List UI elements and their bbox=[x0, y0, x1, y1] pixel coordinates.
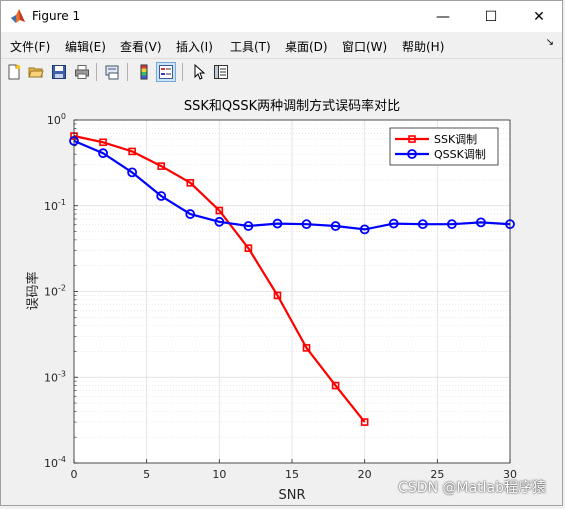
toolbar-separator bbox=[182, 63, 183, 81]
x-tick-label: 15 bbox=[285, 468, 299, 481]
data-point bbox=[360, 418, 369, 426]
property-inspector-button[interactable] bbox=[211, 62, 231, 82]
figure-canvas: 0 5 10 15 20 25 30 10-4 10-3 10-2 10-1 100 SSK和QSSK… bbox=[1, 86, 562, 505]
link-plot-button[interactable] bbox=[102, 62, 122, 82]
x-tick-label: 30 bbox=[503, 468, 517, 481]
print-icon bbox=[75, 65, 89, 79]
data-point bbox=[157, 162, 165, 170]
data-point bbox=[99, 138, 107, 147]
maximize-button[interactable]: ☐ bbox=[468, 1, 514, 32]
menu-help[interactable]: 帮助(H) bbox=[402, 40, 445, 54]
data-point bbox=[185, 209, 196, 219]
property-inspector-icon bbox=[214, 65, 228, 79]
data-point bbox=[214, 216, 225, 227]
y-axis-label: 误码率 bbox=[25, 271, 41, 310]
menu-overflow-icon[interactable]: ↘ bbox=[545, 37, 554, 48]
menu-desktop[interactable]: 桌面(D) bbox=[285, 40, 328, 54]
minimize-button[interactable]: — bbox=[420, 1, 466, 32]
series-line-ssk bbox=[73, 134, 366, 423]
save-icon bbox=[52, 65, 66, 79]
menu-tools[interactable]: 工具(T) bbox=[230, 40, 271, 54]
menu-insert[interactable]: 插入(I) bbox=[176, 40, 213, 54]
data-point bbox=[127, 167, 138, 178]
toolbar bbox=[1, 58, 562, 87]
ticks: 0 5 10 15 20 25 30 10-4 10-3 10-2 10-1 100 bbox=[44, 112, 517, 481]
legend-button[interactable] bbox=[156, 62, 176, 82]
edit-plot-button[interactable] bbox=[189, 62, 209, 82]
data-point bbox=[476, 217, 486, 228]
data-point bbox=[446, 219, 457, 230]
data-point bbox=[330, 221, 341, 231]
data-point bbox=[98, 148, 108, 159]
window-title: Figure 1 bbox=[32, 9, 81, 23]
pointer-icon bbox=[194, 64, 206, 80]
data-point bbox=[273, 291, 282, 300]
new-figure-icon bbox=[8, 64, 21, 80]
data-point bbox=[215, 206, 224, 215]
minimize-icon: — bbox=[436, 8, 450, 25]
data-point bbox=[243, 221, 254, 231]
close-button[interactable]: ✕ bbox=[516, 1, 562, 32]
data-point bbox=[417, 219, 428, 230]
y-tick-label: 10-2 bbox=[44, 284, 66, 299]
menu-view[interactable]: 查看(V) bbox=[120, 40, 162, 54]
y-tick-label: 100 bbox=[47, 112, 66, 127]
save-button[interactable] bbox=[49, 62, 69, 82]
x-tick-label: 5 bbox=[143, 468, 150, 481]
series-line-qssk bbox=[73, 139, 511, 231]
chart-title: SSK和QSSK两种调制方式误码率对比 bbox=[184, 98, 400, 114]
menu-window[interactable]: 窗口(W) bbox=[342, 40, 388, 54]
data-point bbox=[359, 224, 370, 235]
legend-icon bbox=[159, 65, 173, 79]
ber-chart: 0 5 10 15 20 25 30 10-4 10-3 10-2 10-1 100 SSK和QSSK… bbox=[25, 98, 517, 503]
maximize-icon: ☐ bbox=[484, 8, 498, 25]
legend-box bbox=[389, 127, 499, 166]
data-point bbox=[388, 218, 399, 229]
matlab-logo-icon bbox=[11, 9, 25, 23]
legend-entry-label: QSSK调制 bbox=[434, 148, 486, 161]
legend-marker bbox=[408, 135, 416, 143]
open-file-icon bbox=[28, 67, 44, 78]
x-axis-label: SNR bbox=[278, 488, 305, 503]
open-file-button[interactable] bbox=[26, 62, 46, 82]
series-group bbox=[69, 132, 515, 426]
data-point bbox=[301, 219, 312, 230]
data-point bbox=[156, 191, 167, 201]
data-point bbox=[331, 381, 340, 390]
data-point bbox=[302, 344, 311, 352]
menu-edit[interactable]: 编辑(E) bbox=[65, 40, 106, 54]
legend-marker bbox=[407, 149, 417, 159]
toolbar-separator bbox=[127, 63, 128, 81]
menu-bar: 文件(F) 编辑(E) 查看(V) 插入(I) 工具(T) 桌面(D) 窗口(W… bbox=[1, 32, 562, 58]
x-tick-label: 0 bbox=[71, 468, 78, 481]
legend[interactable]: SSK调制 QSSK调制 bbox=[389, 127, 499, 166]
x-tick-label: 10 bbox=[212, 468, 226, 481]
colorbar-button[interactable] bbox=[134, 62, 154, 82]
y-tick-label: 10-3 bbox=[44, 369, 66, 384]
print-button[interactable] bbox=[72, 62, 92, 82]
x-tick-label: 20 bbox=[358, 468, 372, 481]
data-point bbox=[244, 244, 253, 252]
y-tick-label: 10-4 bbox=[44, 455, 66, 470]
link-icon bbox=[105, 65, 119, 80]
data-point bbox=[128, 147, 136, 156]
data-point bbox=[186, 179, 195, 187]
title-bar[interactable]: Figure 1 — ☐ ✕ bbox=[1, 1, 562, 32]
new-figure-button[interactable] bbox=[4, 62, 24, 82]
x-tick-label: 25 bbox=[430, 468, 444, 481]
menu-file[interactable]: 文件(F) bbox=[10, 40, 51, 54]
watermark: CSDN @Matlab程序猿 bbox=[398, 480, 546, 496]
toolbar-separator bbox=[96, 63, 97, 81]
close-icon: ✕ bbox=[533, 8, 545, 25]
y-tick-label: 10-1 bbox=[44, 198, 66, 213]
colorbar-icon bbox=[140, 64, 148, 80]
legend-entry-label: SSK调制 bbox=[434, 133, 477, 146]
data-point bbox=[272, 218, 283, 229]
